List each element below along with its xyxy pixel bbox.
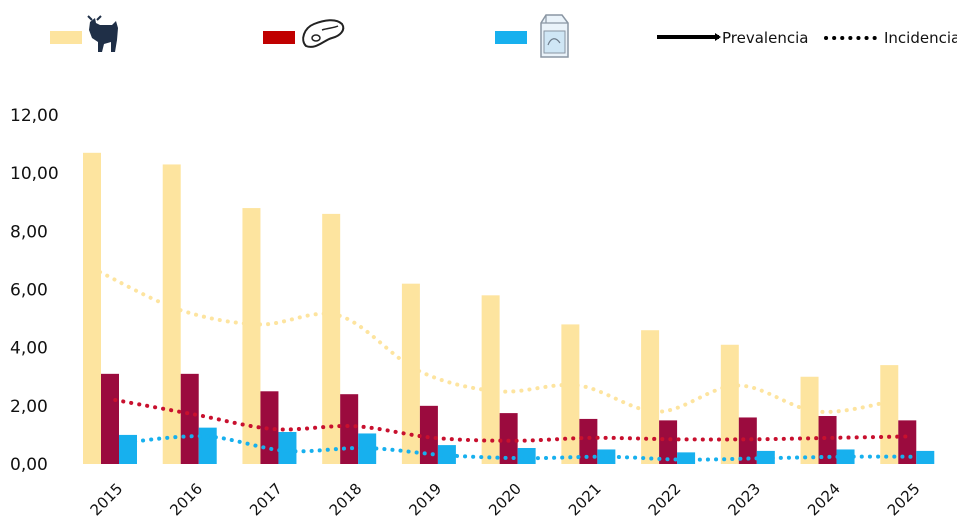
bar-bull-2017 <box>242 208 261 464</box>
bar-meat-cut-2023 <box>738 417 757 464</box>
legend-swatch-meat <box>263 31 295 44</box>
bar-milk-carton-2015 <box>119 434 137 464</box>
incidence-lines <box>98 270 927 462</box>
y-tick-label: 12,00 <box>10 106 59 126</box>
bar-meat-cut-2024 <box>818 416 837 464</box>
bar-bull-2023 <box>720 344 739 464</box>
x-tick-label: 2024 <box>804 480 844 520</box>
bar-meat-cut-2015 <box>101 373 119 464</box>
bar-bull-2015 <box>83 152 101 464</box>
bar-bull-2021 <box>561 324 580 464</box>
bar-milk-carton-2016 <box>198 427 217 464</box>
legend-swatch-bull <box>50 31 82 44</box>
milk-carton-icon <box>540 14 569 58</box>
bar-milk-carton-2022 <box>677 452 696 464</box>
legend-label-prevalencia: Prevalencia <box>722 29 808 47</box>
bar-bull-2022 <box>641 330 660 464</box>
incidence-line-bull <box>98 270 900 414</box>
y-tick-label: 0,00 <box>10 455 48 475</box>
bull-icon <box>87 15 118 52</box>
x-tick-label: 2025 <box>884 480 924 520</box>
x-tick-label: 2015 <box>87 480 127 520</box>
bar-bull-2016 <box>162 164 181 465</box>
meat-cut-icon <box>302 19 345 48</box>
bar-meat-cut-2016 <box>180 373 199 464</box>
x-tick-label: 2019 <box>406 480 446 520</box>
y-tick-label: 6,00 <box>10 281 48 301</box>
x-tick-label: 2023 <box>724 480 764 520</box>
bar-milk-carton-2020 <box>517 448 536 464</box>
x-tick-label: 2021 <box>565 480 605 520</box>
legend-label-incidencia: Incidencia <box>884 29 957 47</box>
bar-bull-2025 <box>880 365 899 464</box>
bars <box>83 152 935 465</box>
y-tick-label: 4,00 <box>10 339 48 359</box>
incidence-line-milk-carton <box>125 434 927 462</box>
bar-meat-cut-2025 <box>898 420 917 464</box>
legend-swatch-milk <box>495 31 527 44</box>
bar-milk-carton-2021 <box>597 449 616 464</box>
bar-bull-2018 <box>322 213 341 464</box>
y-tick-label: 10,00 <box>10 164 59 184</box>
x-tick-label: 2017 <box>246 480 286 520</box>
bar-bull-2024 <box>800 376 819 464</box>
bar-bull-2020 <box>481 295 500 464</box>
bar-meat-cut-2018 <box>340 394 359 464</box>
bar-bull-2019 <box>401 283 420 464</box>
bar-meat-cut-2019 <box>419 405 438 464</box>
x-tick-label: 2020 <box>485 480 525 520</box>
y-tick-label: 8,00 <box>10 222 48 242</box>
bar-meat-cut-2020 <box>499 413 518 464</box>
x-tick-label: 2018 <box>326 480 366 520</box>
y-axis-ticks: 0,00 2,00 4,00 6,00 8,00 10,00 12,00 <box>10 106 59 475</box>
bar-milk-carton-2017 <box>278 432 297 464</box>
bar-milk-carton-2019 <box>437 445 456 464</box>
legend-solid-arrow <box>715 33 721 41</box>
legend: Prevalencia Incidencia <box>50 14 957 58</box>
x-axis-labels: 2015 2016 2017 2018 2019 2020 2021 2022 2023 2024… <box>87 480 924 520</box>
x-tick-label: 2016 <box>166 480 206 520</box>
bar-meat-cut-2022 <box>659 420 678 464</box>
incidence-line-meat-cut <box>113 398 915 443</box>
y-tick-label: 2,00 <box>10 397 48 417</box>
bar-meat-cut-2017 <box>260 391 279 464</box>
bar-milk-carton-2025 <box>916 450 935 464</box>
bar-meat-cut-2021 <box>579 418 598 464</box>
x-tick-label: 2022 <box>645 480 685 520</box>
